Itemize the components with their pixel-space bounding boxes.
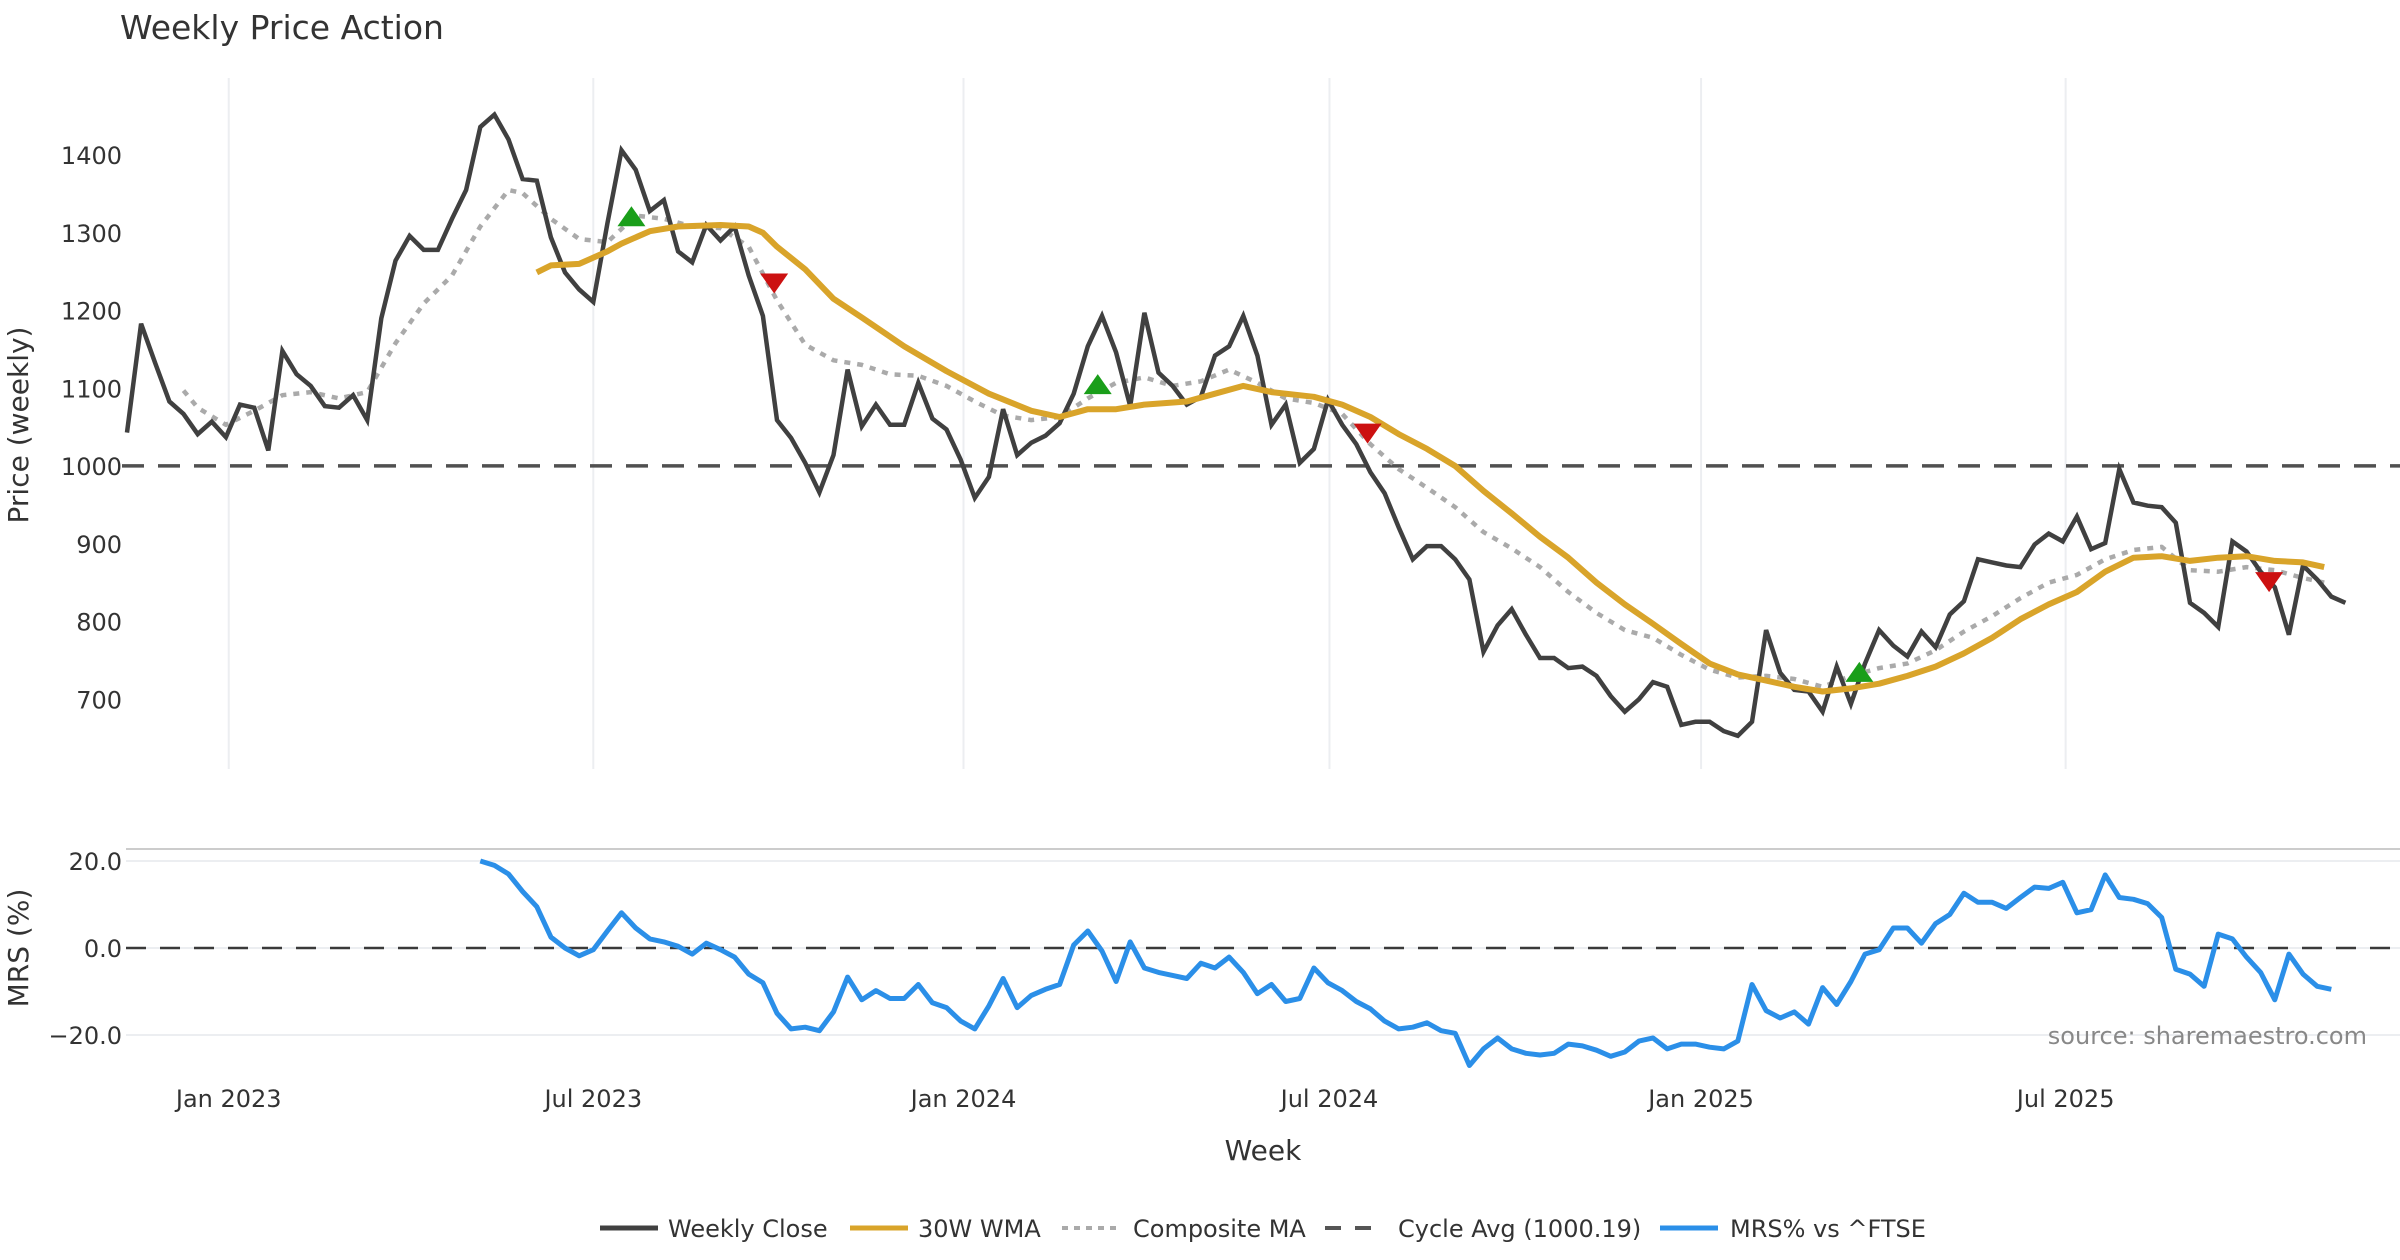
legend: Weekly Close 30W WMA Composite MA Cycle Avg…: [600, 1215, 1926, 1243]
x-tick-label: Jul 2025: [2015, 1085, 2115, 1113]
x-tick-label: Jul 2023: [542, 1085, 642, 1113]
source-label: source: sharemaestro.com: [2048, 1022, 2367, 1050]
y-tick-label: 900: [76, 531, 122, 559]
x-tick-label: Jan 2025: [1646, 1085, 1754, 1113]
buy-signal-marker: [617, 206, 646, 227]
main-gridlines: [227, 78, 2067, 769]
mrs-y-axis-label: MRS (%): [2, 889, 35, 1008]
sell-signal-marker: [760, 273, 789, 294]
mrs-y-tick-label: 20.0: [69, 848, 122, 876]
chart-title: Weekly Price Action: [120, 8, 444, 47]
signal-markers: [617, 206, 2284, 682]
legend-label: MRS% vs ^FTSE: [1730, 1215, 1926, 1243]
buy-signal-marker: [1083, 374, 1112, 395]
mrs-series: [479, 858, 2332, 1068]
x-ticks: Jan 2023 Jul 2023 Jan 2024 Jul 2024 Jan 2025…: [174, 1085, 2115, 1113]
y-tick-label: 700: [76, 686, 122, 714]
legend-label: Cycle Avg (1000.19): [1398, 1215, 1641, 1243]
legend-label: Composite MA: [1133, 1215, 1306, 1243]
sell-signal-marker: [1353, 423, 1382, 444]
x-axis-label: Week: [1225, 1134, 1302, 1167]
x-tick-label: Jul 2024: [1279, 1085, 1379, 1113]
mrs-y-tick-label: 0.0: [84, 935, 122, 963]
y-tick-label: 800: [76, 609, 122, 637]
main-y-axis-label: Price (weekly): [2, 327, 35, 524]
mrs-y-tick-label: −20.0: [48, 1022, 122, 1050]
legend-label: Weekly Close: [668, 1215, 828, 1243]
main-series: [124, 111, 2347, 739]
mrs-line: [479, 858, 2332, 1068]
x-tick-label: Jan 2023: [174, 1085, 282, 1113]
buy-signal-marker: [1845, 661, 1874, 682]
sell-signal-marker: [2255, 572, 2284, 593]
y-tick-label: 1300: [61, 220, 122, 248]
weekly-close-line: [124, 111, 2347, 739]
mrs-y-ticks: 20.0 0.0 −20.0: [48, 848, 122, 1050]
legend-label: 30W WMA: [918, 1215, 1041, 1243]
y-tick-label: 1400: [61, 142, 122, 170]
main-y-ticks: 700 800 900 1000 1100 1200 1300 1400: [61, 142, 122, 714]
wma-30w-line: [535, 222, 2325, 695]
composite-ma-line: [181, 187, 2325, 690]
y-tick-label: 1100: [61, 375, 122, 403]
y-tick-label: 1200: [61, 298, 122, 326]
x-tick-label: Jan 2024: [909, 1085, 1017, 1113]
y-tick-label: 1000: [61, 453, 122, 481]
